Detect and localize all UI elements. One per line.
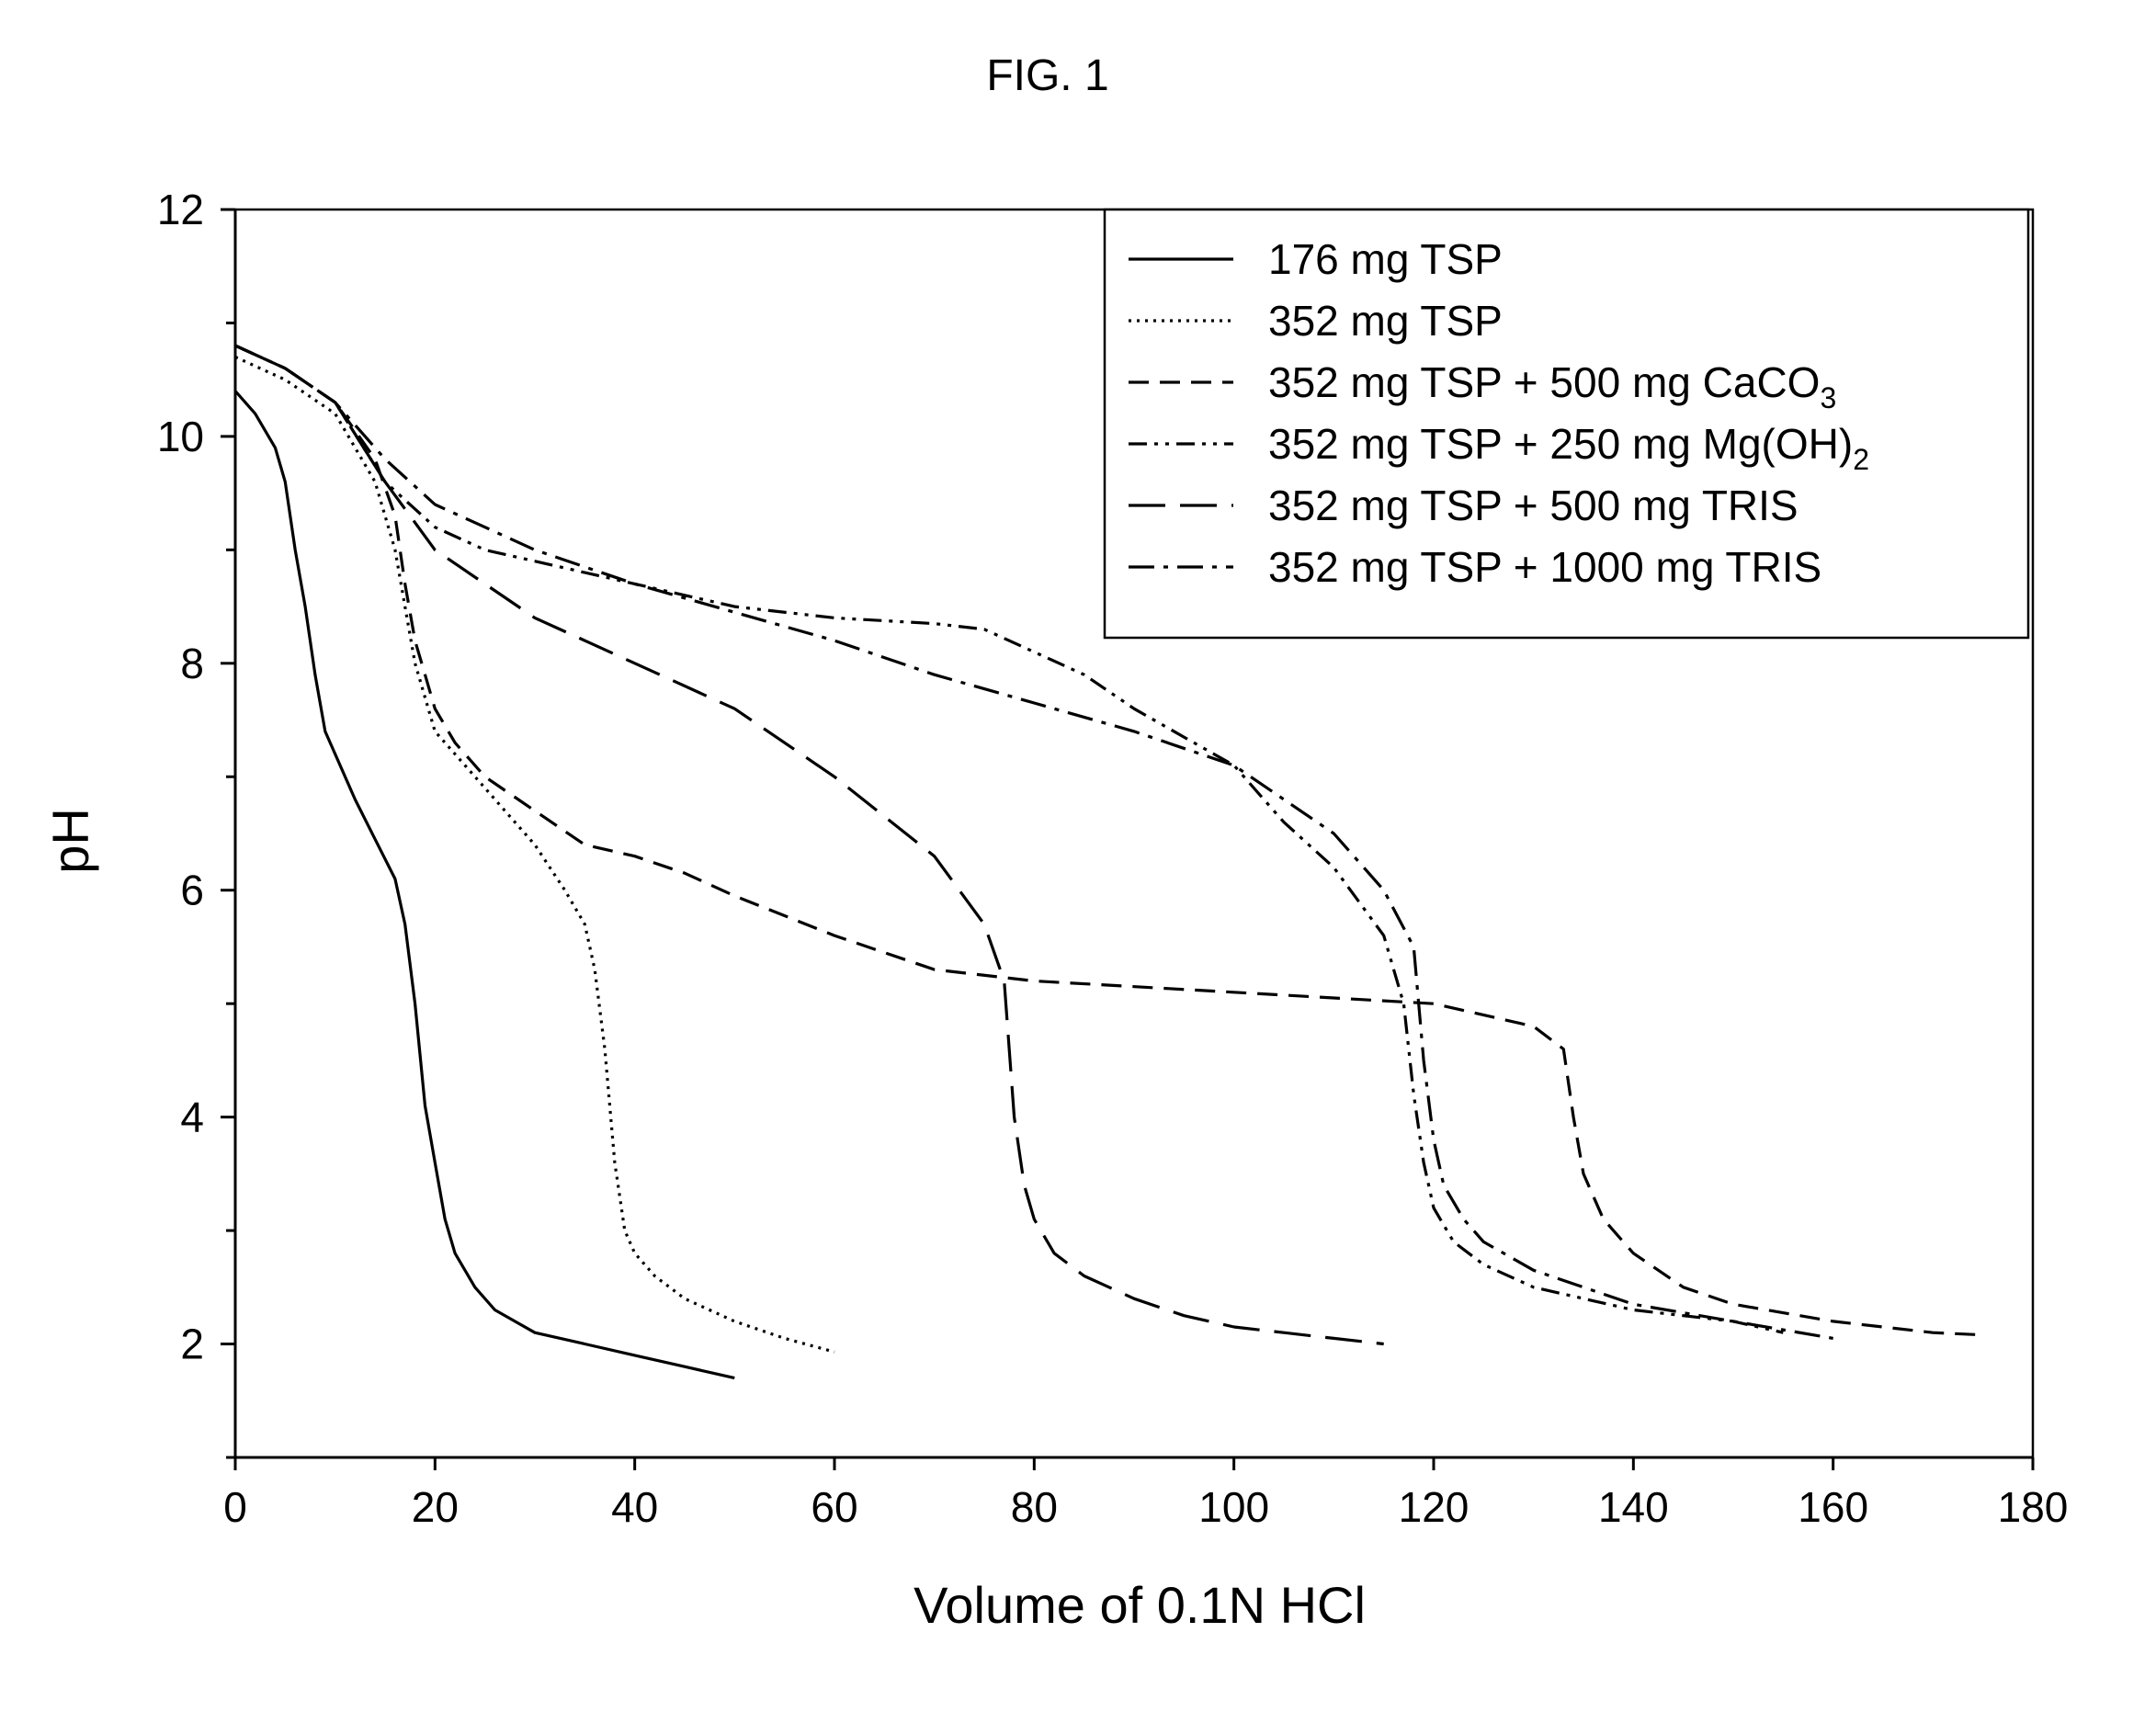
legend-label: 352 mg TSP + 1000 mg TRIS bbox=[1268, 543, 1821, 591]
x-tick-label: 140 bbox=[1598, 1483, 1669, 1531]
legend-label: 352 mg TSP + 500 mg CaCO3 bbox=[1268, 358, 1836, 414]
legend-box bbox=[1103, 208, 2030, 640]
y-tick-label: 6 bbox=[180, 867, 204, 914]
x-tick-label: 180 bbox=[1998, 1483, 2069, 1531]
legend-label-text: 352 mg TSP + 500 mg TRIS bbox=[1268, 482, 1799, 529]
x-tick-label: 80 bbox=[1011, 1483, 1058, 1531]
y-tick-label: 10 bbox=[157, 413, 204, 460]
x-tick-label: 120 bbox=[1399, 1483, 1469, 1531]
y-tick-label: 8 bbox=[180, 640, 204, 687]
figure-label: FIG. 1 bbox=[986, 51, 1108, 100]
legend-label-text: 352 mg TSP bbox=[1268, 297, 1503, 345]
x-tick-label: 0 bbox=[223, 1483, 247, 1531]
axes: 0 20 40 60 80 100 120 140 160 180 2 4 6 8 10 12 bbox=[157, 186, 2069, 1531]
x-axis-label: Volume of 0.1N HCl bbox=[913, 1576, 1366, 1634]
y-tick-label: 4 bbox=[180, 1094, 204, 1141]
legend-label-text: 352 mg TSP + 1000 mg TRIS bbox=[1268, 543, 1821, 591]
legend: 176 mg TSP 352 mg TSP 352 mg TSP + 500 mg … bbox=[1103, 208, 2030, 640]
series-line-4 bbox=[234, 344, 1784, 1334]
y-axis-label: pH bbox=[41, 808, 99, 874]
legend-label-text: 176 mg TSP bbox=[1268, 235, 1503, 283]
y-tick-label: 12 bbox=[157, 186, 204, 233]
x-tick-label: 40 bbox=[611, 1483, 658, 1531]
legend-label-subscript: 2 bbox=[1853, 443, 1869, 476]
legend-label: 352 mg TSP + 250 mg Mg(OH)2 bbox=[1268, 420, 1869, 476]
x-tick-label: 20 bbox=[412, 1483, 459, 1531]
legend-label: 176 mg TSP bbox=[1268, 235, 1503, 283]
series-line-5 bbox=[234, 344, 1384, 1346]
legend-label-text: 352 mg TSP + 500 mg CaCO bbox=[1268, 358, 1820, 406]
x-tick-label: 160 bbox=[1798, 1483, 1868, 1531]
legend-label: 352 mg TSP + 500 mg TRIS bbox=[1268, 482, 1799, 529]
series-group bbox=[233, 344, 1983, 1380]
series-line-1 bbox=[233, 390, 735, 1380]
x-tick-label: 100 bbox=[1198, 1483, 1269, 1531]
legend-label-text: 352 mg TSP + 250 mg Mg(OH) bbox=[1268, 420, 1853, 468]
legend-label: 352 mg TSP bbox=[1268, 297, 1503, 345]
series-line-2 bbox=[234, 356, 835, 1354]
legend-label-subscript: 3 bbox=[1820, 381, 1836, 414]
series-line-3 bbox=[234, 344, 1983, 1337]
series-line-6 bbox=[234, 344, 1833, 1340]
y-tick-label: 2 bbox=[180, 1321, 204, 1368]
x-tick-label: 60 bbox=[811, 1483, 857, 1531]
